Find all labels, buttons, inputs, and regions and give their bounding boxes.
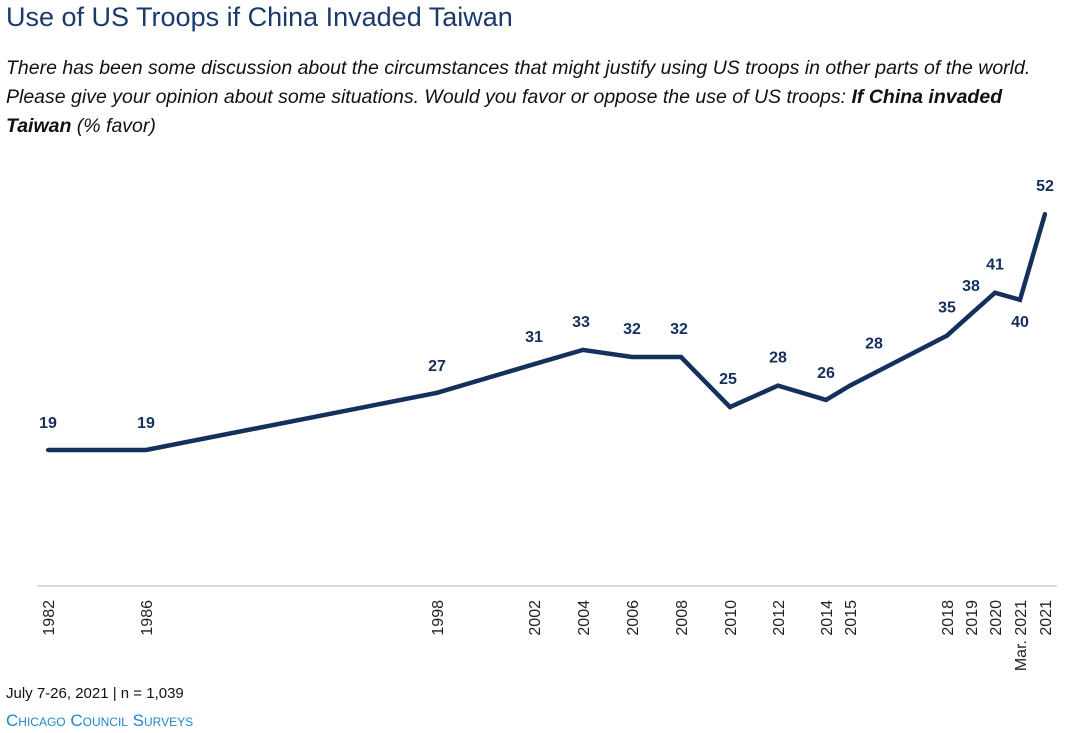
series-layer [46, 212, 1048, 453]
x-tick-label: 2019 [964, 600, 981, 636]
data-label: 38 [962, 278, 980, 295]
data-label: 26 [817, 365, 835, 382]
series-line [48, 213, 1048, 453]
data-point [776, 383, 780, 388]
data-label: 52 [1036, 178, 1054, 195]
data-point [969, 312, 973, 317]
x-tick-label: 2014 [819, 600, 836, 636]
data-point [679, 355, 683, 359]
x-tick-label: 1982 [41, 600, 58, 636]
data-point [848, 383, 852, 388]
data-label: 19 [39, 415, 57, 432]
x-tick-label: 2012 [771, 600, 788, 636]
x-tick-label: 2021 [1038, 600, 1055, 636]
data-label: 28 [769, 350, 787, 367]
brand-name: Chicago Council Surveys [6, 711, 194, 730]
data-point [1018, 297, 1022, 302]
data-point [581, 347, 585, 352]
x-tick-label: 1998 [430, 600, 447, 636]
data-label: 25 [719, 371, 737, 388]
data-label: 35 [938, 300, 956, 317]
data-point [945, 333, 949, 338]
data-point [1043, 212, 1047, 216]
x-tick-label: 2018 [940, 600, 957, 636]
x-tick-label: Mar. 2021 [1013, 600, 1030, 671]
data-labels-layer: 19 19 27 31 33 32 32 25 28 26 28 35 38 41 40 52 [39, 178, 1054, 432]
data-label: 32 [670, 321, 688, 338]
x-tick-label: 2002 [527, 600, 544, 636]
data-point [46, 448, 50, 452]
data-label: 27 [428, 358, 446, 375]
data-point [630, 355, 634, 359]
data-label: 40 [1011, 314, 1029, 331]
data-point [824, 397, 828, 402]
fieldwork-note: July 7-26, 2021 | n = 1,039 [6, 685, 184, 702]
x-tick-label: 2008 [674, 600, 691, 636]
x-tick-label: 2006 [625, 600, 642, 636]
data-point [144, 448, 148, 452]
data-label: 32 [623, 321, 641, 338]
subtitle-suffix: (% favor) [71, 115, 156, 137]
x-tick-label: 2020 [988, 600, 1005, 636]
x-tick-label: 2010 [723, 600, 740, 636]
chart-subtitle: There has been some discussion about the… [6, 54, 1066, 141]
x-tick-labels-layer: 1982 1986 1998 2002 2004 2006 2008 2010 2012 2014… [41, 600, 1055, 671]
data-label: 33 [572, 314, 590, 331]
data-label: 31 [525, 329, 543, 346]
data-label: 19 [137, 415, 155, 432]
x-tick-label: 2004 [576, 600, 593, 636]
chart-title: Use of US Troops if China Invaded Taiwan [6, 2, 513, 32]
x-tick-label: 2015 [843, 600, 860, 636]
x-tick-label: 1986 [139, 600, 156, 636]
subtitle-emphasis: If China invaded Taiwan [6, 86, 1003, 137]
data-label: 28 [865, 336, 883, 353]
data-point [435, 390, 439, 395]
data-point [993, 290, 997, 295]
subtitle-question: There has been some discussion about the… [6, 57, 1031, 108]
data-point [728, 405, 732, 410]
data-label: 41 [986, 257, 1004, 274]
data-point [532, 362, 536, 367]
